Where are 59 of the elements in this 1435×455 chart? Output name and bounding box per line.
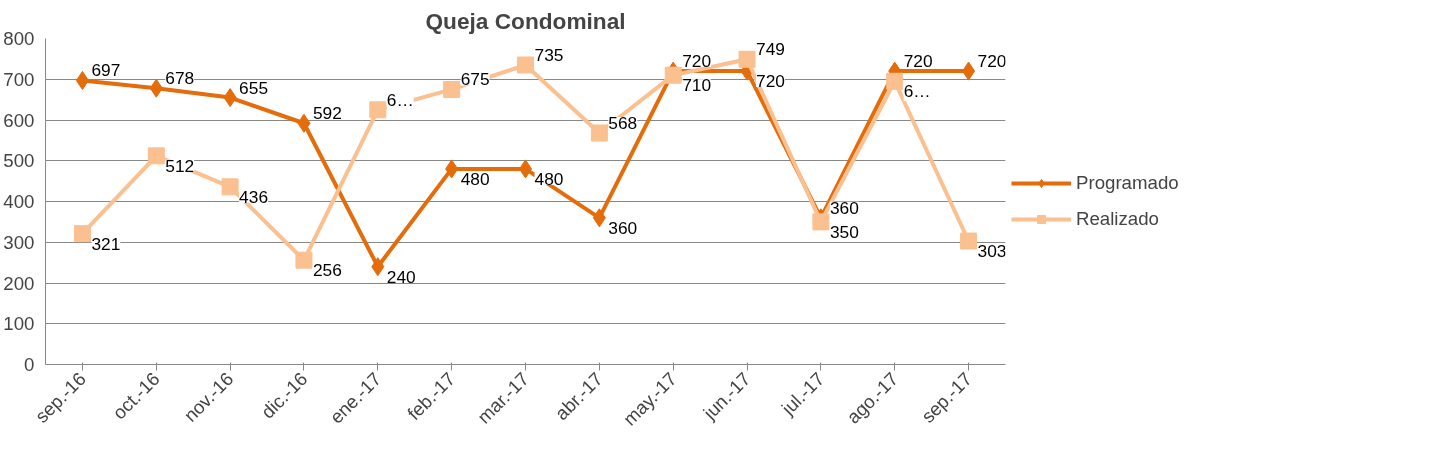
y-tick-label: 600 — [3, 109, 35, 131]
data-label: 568 — [608, 113, 638, 134]
data-label: 360 — [608, 217, 638, 238]
data-label: 655 — [239, 77, 269, 98]
data-label: 749 — [756, 39, 785, 60]
point — [371, 257, 385, 277]
data-label: 6… — [386, 89, 414, 110]
point — [590, 124, 608, 142]
y-tick-label: 500 — [3, 150, 35, 172]
data-label: 436 — [239, 186, 269, 207]
data-label: 240 — [386, 266, 416, 287]
data-label: 720 — [977, 51, 1007, 72]
point — [664, 66, 682, 84]
point — [73, 225, 91, 243]
chart-title: Queja Condominal — [425, 7, 626, 34]
y-tick-label: 400 — [3, 191, 35, 212]
point — [812, 213, 830, 231]
point — [297, 113, 311, 133]
data-label: 480 — [460, 168, 490, 189]
point — [221, 178, 239, 196]
data-label: 6… — [903, 81, 931, 102]
y-tick-label: 800 — [3, 28, 35, 49]
data-label: 710 — [682, 75, 712, 96]
data-label: 350 — [829, 221, 859, 242]
data-label: 303 — [977, 241, 1007, 262]
point — [962, 61, 976, 81]
point — [443, 80, 461, 98]
data-label: 720 — [756, 71, 785, 92]
point — [738, 50, 756, 68]
point — [886, 72, 904, 90]
data-label: 321 — [91, 233, 121, 254]
legend-label: Realizado — [1076, 208, 1159, 230]
data-label: 720 — [682, 51, 712, 72]
data-label: 360 — [829, 197, 859, 218]
y-tick-label: 100 — [3, 313, 35, 335]
data-label: 256 — [312, 260, 342, 281]
data-label: 720 — [903, 51, 933, 72]
y-tick-label: 700 — [3, 68, 35, 90]
legend-label: Programado — [1076, 172, 1179, 194]
data-label: 735 — [534, 44, 564, 65]
point — [592, 208, 606, 228]
data-label: 697 — [91, 60, 121, 81]
point — [147, 147, 165, 165]
y-tick-label: 200 — [3, 272, 35, 294]
point — [295, 251, 313, 269]
point — [75, 70, 89, 90]
y-tick-label: 300 — [3, 231, 35, 253]
data-label: 675 — [460, 69, 490, 90]
y-tick-label: 0 — [24, 354, 35, 375]
point — [149, 78, 163, 98]
point — [960, 232, 978, 250]
point — [445, 159, 459, 179]
point — [369, 101, 387, 119]
point — [517, 56, 534, 74]
data-label: 678 — [165, 68, 195, 89]
data-label: 480 — [534, 168, 564, 189]
data-label: 512 — [165, 155, 195, 176]
data-label: 592 — [312, 103, 342, 124]
point — [223, 88, 237, 108]
